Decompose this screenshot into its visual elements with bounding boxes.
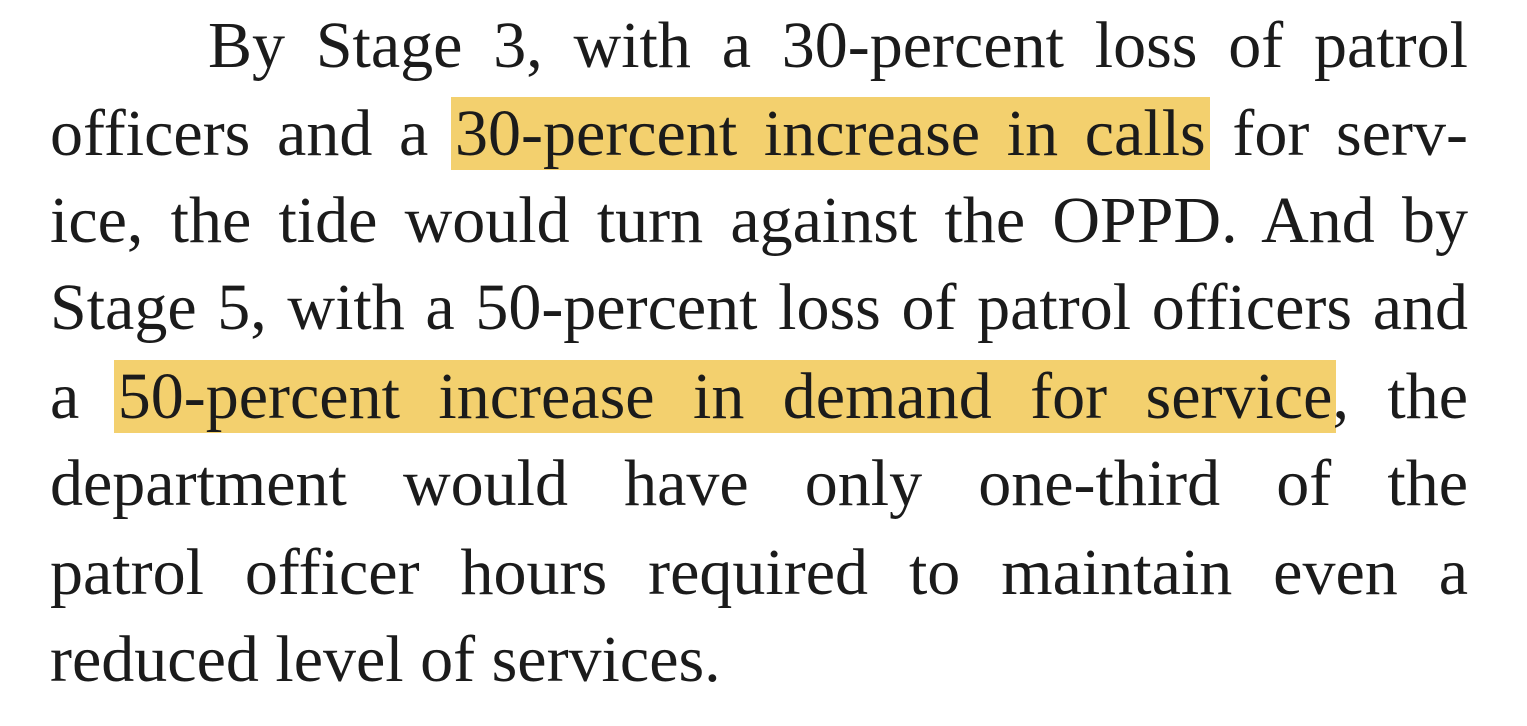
- highlighted-text[interactable]: 50-percent increase in demand for servic…: [113, 360, 1337, 433]
- line-text: Stage 5, with a 50-percent loss of patro…: [50, 271, 1468, 344]
- line-text: for serv-: [1205, 97, 1468, 170]
- line-text: patrol officer hours required to maintai…: [50, 536, 1468, 609]
- line-text: , the: [1332, 360, 1469, 433]
- paragraph-line-4: Stage 5, with a 50-percent loss of patro…: [50, 265, 1468, 351]
- line-text: department would have only one-third of …: [50, 447, 1468, 520]
- paragraph-line-7: patrol officer hours required to maintai…: [50, 530, 1468, 616]
- paragraph-line-1: By Stage 3, with a 30-percent loss of pa…: [208, 3, 1468, 89]
- paragraph-line-2: officers and a 30-percent increase in ca…: [50, 91, 1468, 177]
- line-text: ice, the tide would turn against the OPP…: [50, 184, 1468, 257]
- line-text: reduced level of services.: [50, 623, 721, 696]
- line-text: By Stage 3, with a 30-percent loss of pa…: [208, 9, 1468, 82]
- document-page: By Stage 3, with a 30-percent loss of pa…: [50, 0, 1468, 726]
- line-text: officers and a: [50, 97, 456, 170]
- line-text: a: [50, 360, 118, 433]
- paragraph-line-6: department would have only one-third of …: [50, 441, 1468, 527]
- paragraph-line-3: ice, the tide would turn against the OPP…: [50, 178, 1468, 264]
- paragraph-line-5: a 50-percent increase in demand for serv…: [50, 354, 1468, 440]
- paragraph-line-8: reduced level of services.: [50, 617, 1468, 703]
- highlighted-text[interactable]: 30-percent increase in calls: [451, 97, 1210, 170]
